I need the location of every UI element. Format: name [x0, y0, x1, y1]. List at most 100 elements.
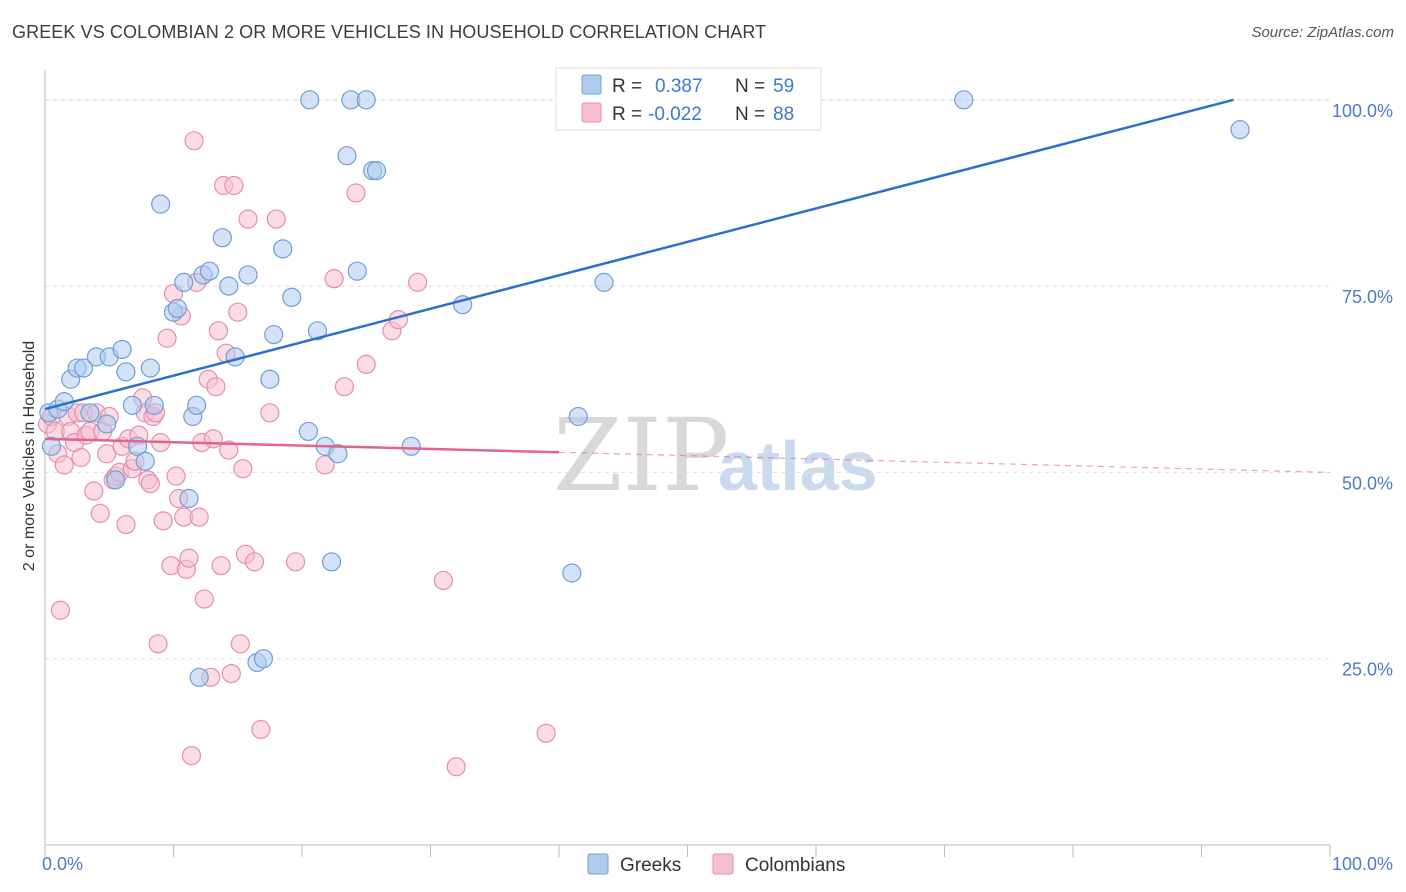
colombians-point: [219, 440, 239, 460]
colombians-points: [37, 131, 556, 777]
greeks-point: [212, 228, 232, 248]
colombians-point: [228, 302, 248, 322]
greeks-point: [80, 403, 100, 423]
colombians-point: [97, 444, 117, 464]
colombians-point: [238, 209, 258, 229]
greeks-point: [321, 552, 342, 572]
colombians-point: [536, 723, 556, 743]
greeks-point: [73, 358, 94, 378]
greeks-point: [116, 362, 136, 382]
colombians-trend-extension: [558, 451, 1331, 474]
colombians-r-label: R =: [612, 104, 642, 125]
greeks-legend-swatch: [587, 853, 609, 875]
greeks-point: [106, 470, 126, 490]
greeks-point: [174, 272, 194, 292]
greeks-point: [273, 239, 293, 259]
colombians-point: [433, 570, 453, 591]
colombians-point: [324, 269, 344, 289]
greeks-point: [264, 324, 284, 345]
x-tick-label-min: 0.0%: [42, 854, 83, 874]
greeks-point: [337, 146, 357, 166]
colombians-point: [179, 548, 199, 568]
colombians-point: [334, 377, 355, 397]
colombians-point: [208, 321, 229, 341]
greeks-point: [151, 194, 171, 214]
colombians-point: [244, 552, 265, 572]
greeks-point: [140, 358, 160, 378]
colombians-point: [50, 600, 71, 620]
greeks-point: [144, 395, 164, 415]
greeks-point: [260, 369, 280, 389]
colombians-trend-line: [44, 437, 560, 454]
greeks-point: [347, 261, 367, 281]
colombians-point: [194, 589, 214, 609]
y-tick-label: 100.0%: [1332, 101, 1393, 121]
greeks-point: [199, 261, 220, 281]
greeks-point: [1230, 120, 1250, 140]
greeks-point: [594, 272, 614, 292]
colombians-point: [84, 481, 104, 501]
greeks-swatch: [581, 74, 602, 95]
colombians-point: [203, 429, 223, 449]
greeks-point: [41, 436, 62, 456]
greeks-point: [282, 287, 302, 307]
colombians-point: [54, 455, 74, 475]
y-tick-label: 75.0%: [1342, 287, 1393, 307]
colombians-point: [90, 503, 110, 523]
greeks-point: [356, 90, 376, 110]
greeks-point: [187, 395, 207, 415]
greeks-trend-line: [44, 98, 1234, 411]
colombians-n-label: N =: [735, 104, 765, 125]
y-axis-label: 2 or more Vehicles in Household: [21, 341, 38, 571]
colombians-point: [184, 131, 204, 151]
colombians-point: [157, 328, 177, 348]
axes: [44, 70, 1331, 857]
greeks-r-value: 0.387: [655, 76, 703, 97]
trend-lines: [44, 98, 1331, 474]
colombians-point: [230, 634, 250, 654]
colombians-legend-swatch: [712, 853, 734, 875]
greeks-point: [135, 451, 155, 471]
colombians-point: [266, 209, 286, 229]
greeks-point: [189, 667, 209, 687]
greeks-point: [366, 161, 387, 181]
greeks-point: [112, 339, 132, 360]
stats-legend: R = 0.387 N = 59 R = -0.022 N = 88: [555, 67, 822, 131]
greeks-point: [300, 90, 320, 110]
greeks-point: [97, 414, 117, 434]
colombians-point: [233, 459, 253, 479]
colombians-point: [206, 377, 226, 397]
colombians-point: [148, 634, 168, 654]
greeks-point: [238, 265, 258, 285]
greeks-n-value: 59: [773, 76, 794, 97]
colombians-point: [446, 757, 466, 777]
colombians-point: [346, 183, 366, 203]
greeks-point: [954, 90, 974, 110]
greeks-point: [219, 276, 239, 296]
colombians-legend-label: Colombians: [745, 855, 845, 876]
colombians-point: [140, 473, 160, 494]
greeks-point: [562, 563, 582, 583]
colombians-point: [315, 455, 335, 475]
colombians-point: [71, 447, 91, 468]
y-tick-label: 50.0%: [1342, 473, 1393, 493]
watermark: ZIP atlas: [553, 397, 878, 514]
x-tick-label-max: 100.0%: [1332, 854, 1393, 874]
colombians-point: [408, 272, 428, 292]
colombians-point: [211, 555, 231, 576]
colombians-point: [116, 514, 136, 535]
colombians-point: [251, 719, 271, 740]
colombians-swatch: [581, 102, 602, 123]
colombians-point: [285, 552, 306, 572]
source-credit: Source: ZipAtlas.com: [1251, 24, 1394, 41]
greeks-legend-label: Greeks: [620, 855, 681, 876]
colombians-n-value: 88: [773, 104, 794, 125]
series-legend: Greeks Colombians: [587, 853, 845, 876]
greeks-point: [401, 436, 421, 456]
colombians-point: [260, 403, 280, 423]
greeks-point: [179, 488, 199, 509]
colombians-point: [224, 175, 244, 196]
watermark-atlas: atlas: [718, 427, 878, 505]
colombians-point: [181, 745, 202, 766]
